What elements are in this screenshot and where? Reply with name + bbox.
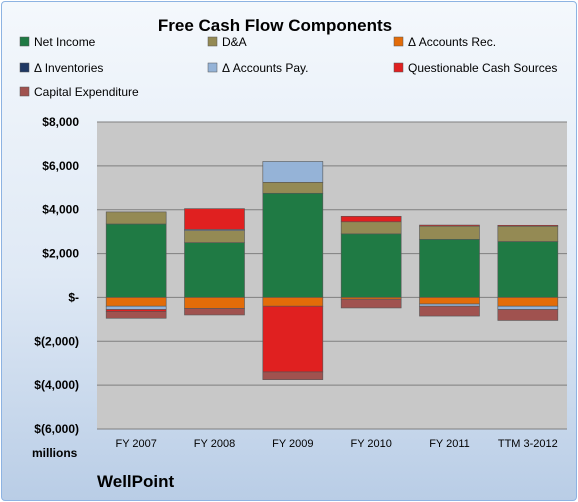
legend-label: D&A <box>222 35 247 49</box>
legend-swatch <box>207 36 218 47</box>
bar-segment <box>105 305 167 310</box>
legend-swatch <box>207 62 218 73</box>
x-tick-label: FY 2011 <box>429 438 470 450</box>
bar-segment <box>105 223 167 298</box>
bar-segment <box>105 309 167 312</box>
bar-segment <box>340 298 402 309</box>
y-tick-label: $(2,000) <box>34 334 79 348</box>
legend-swatch <box>393 36 404 47</box>
gridlines <box>97 121 567 430</box>
bar-segment <box>262 161 324 183</box>
bar-segment <box>105 297 167 307</box>
legend-label: Capital Expenditure <box>34 85 139 99</box>
legend-label: Net Income <box>34 35 96 49</box>
bar-segment <box>262 182 324 194</box>
y-tick-label: $8,000 <box>42 115 79 129</box>
bar-segment <box>419 225 480 240</box>
bar-segment <box>105 311 167 319</box>
plot-area <box>97 122 567 429</box>
bar-segment <box>340 221 402 235</box>
bar-segment <box>497 224 559 227</box>
x-tick-label: FY 2007 <box>115 438 156 450</box>
y-tick-label: $6,000 <box>42 159 79 173</box>
bar-segment <box>497 297 559 307</box>
legend-label: Δ Accounts Pay. <box>222 61 309 75</box>
bar-segment <box>184 308 245 316</box>
bar-segment <box>497 225 559 242</box>
bar-segment <box>497 241 559 298</box>
y-tick-label: $2,000 <box>42 247 79 261</box>
legend: Net Income D&A Δ Accounts Rec. Δ Inventorie… <box>19 35 557 99</box>
bar-segment <box>184 230 245 243</box>
x-axis-ticks: FY 2007 FY 2008 FY 2009 FY 2010 FY 2011 TTM 3… <box>115 438 557 450</box>
bar-segment <box>262 371 324 380</box>
bar-segment <box>419 239 480 298</box>
bar-segment <box>419 224 480 227</box>
y-tick-label: $- <box>68 290 79 304</box>
bar-segment <box>419 303 480 307</box>
bar-segment <box>262 297 324 307</box>
company-name: WellPoint <box>97 472 174 491</box>
x-tick-label: FY 2010 <box>350 438 391 450</box>
bar-segment <box>262 305 324 373</box>
legend-label: Δ Accounts Rec. <box>408 35 496 49</box>
y-tick-label: $(6,000) <box>34 422 79 436</box>
bar-segment <box>419 297 480 305</box>
y-axis-unit-label: millions <box>32 446 78 460</box>
x-tick-label: TTM 3-2012 <box>498 438 558 450</box>
bar-segment <box>105 211 167 225</box>
bars <box>105 161 559 380</box>
legend-swatch <box>19 86 30 97</box>
legend-label: Questionable Cash Sources <box>408 61 557 75</box>
chart-title: Free Cash Flow Components <box>158 16 392 35</box>
legend-swatch <box>19 62 30 73</box>
bar-segment <box>262 192 324 298</box>
y-tick-label: $4,000 <box>42 203 79 217</box>
bar-segment <box>340 233 402 298</box>
legend-swatch <box>19 36 30 47</box>
bar-segment <box>184 208 245 230</box>
bar-segment <box>340 215 402 223</box>
bar-segment <box>184 242 245 298</box>
x-tick-label: FY 2009 <box>272 438 313 450</box>
legend-swatch <box>393 62 404 73</box>
bar-segment <box>184 297 245 309</box>
y-axis-ticks: $8,000 $6,000 $4,000 $2,000 $- $(2,000) $(4,00… <box>34 115 79 436</box>
legend-label: Δ Inventories <box>34 61 103 75</box>
y-tick-label: $(4,000) <box>34 378 79 392</box>
x-tick-label: FY 2008 <box>194 438 235 450</box>
bar-segment <box>497 309 559 321</box>
bar-segment <box>419 305 480 317</box>
bar-segment <box>497 305 559 310</box>
